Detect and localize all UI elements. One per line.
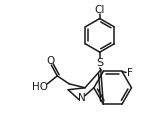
Text: N: N	[78, 93, 86, 103]
Text: F: F	[127, 68, 133, 78]
Text: HO: HO	[32, 82, 48, 92]
Text: S: S	[96, 58, 103, 68]
Text: O: O	[46, 56, 54, 66]
Text: Cl: Cl	[95, 5, 105, 15]
